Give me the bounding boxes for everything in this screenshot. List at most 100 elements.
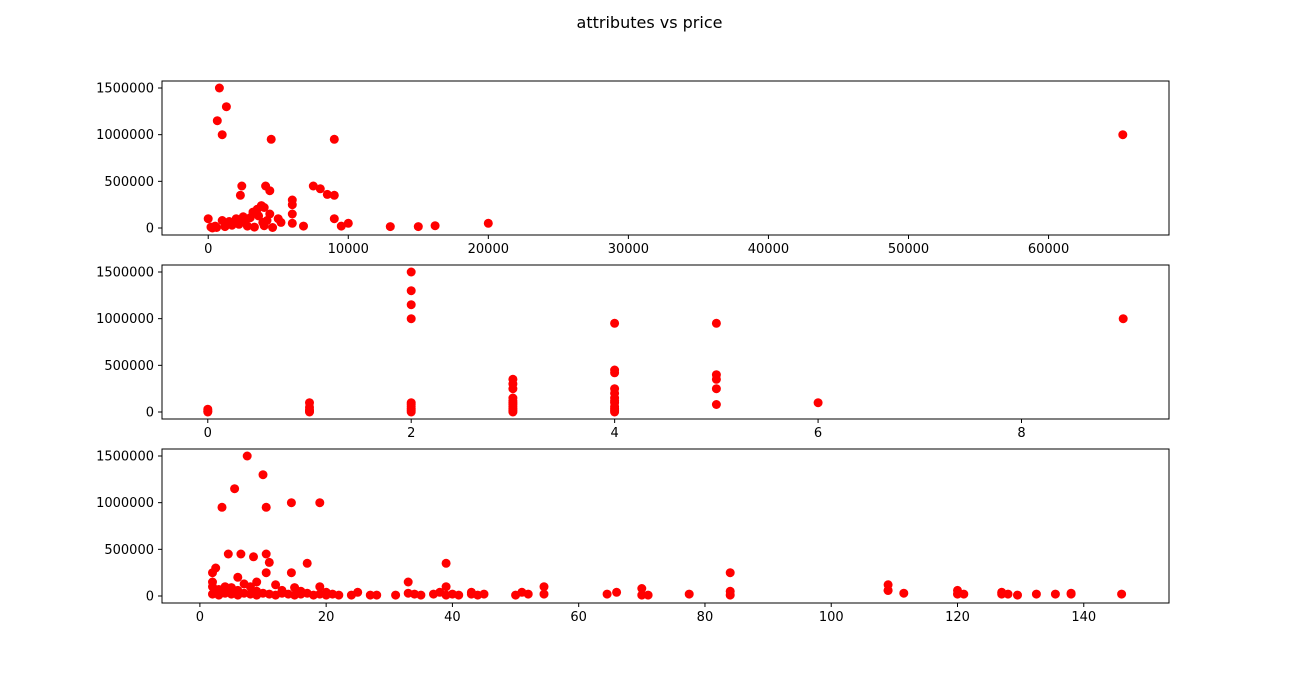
data-point <box>899 588 909 598</box>
data-point <box>711 400 721 409</box>
data-point <box>441 558 451 568</box>
data-point <box>329 190 339 200</box>
x-tick-label: 20 <box>318 610 335 625</box>
data-point <box>1118 130 1128 140</box>
data-point <box>711 374 721 384</box>
data-point <box>334 590 344 600</box>
data-point <box>365 590 375 600</box>
data-point <box>643 590 653 600</box>
data-point <box>315 184 325 194</box>
x-tick-label: 4 <box>611 426 619 441</box>
data-point <box>711 384 721 394</box>
data-point <box>261 549 271 559</box>
data-point <box>329 214 339 224</box>
data-point <box>264 557 274 567</box>
data-point <box>286 568 296 578</box>
data-point <box>508 384 518 394</box>
data-point <box>406 300 416 310</box>
data-point <box>429 589 438 599</box>
y-tick-label: 1500000 <box>96 82 154 97</box>
data-point <box>329 134 339 144</box>
data-point <box>203 214 213 224</box>
x-tick-label: 60 <box>570 610 587 625</box>
figure-title: attributes vs price <box>577 13 723 32</box>
data-point <box>1118 314 1128 324</box>
data-point <box>258 470 268 480</box>
axes-frame <box>161 80 1170 236</box>
data-point <box>997 589 1007 599</box>
data-point <box>287 218 297 228</box>
data-point <box>228 218 238 228</box>
x-tick-label: 140 <box>1071 610 1096 625</box>
data-point <box>1031 589 1041 599</box>
data-point <box>1003 589 1013 599</box>
data-point <box>610 407 620 417</box>
data-point <box>959 589 969 599</box>
data-point <box>220 222 230 232</box>
data-point <box>403 577 413 587</box>
data-point <box>684 589 694 599</box>
x-tick-label: 60000 <box>1028 242 1069 257</box>
data-point <box>259 203 269 212</box>
data-point <box>1117 589 1127 599</box>
data-point <box>305 406 314 416</box>
x-tick-label: 120 <box>945 610 970 625</box>
data-point <box>511 590 521 600</box>
data-point <box>315 498 325 508</box>
data-point <box>406 407 416 417</box>
x-tick-label: 50000 <box>888 242 929 257</box>
subplot-third-attribute-vs-price: 0 20 40 60 80 100 120 140 0 500000 1000000 1500000 <box>96 448 1170 625</box>
data-point <box>441 582 451 592</box>
x-tick-label: 100 <box>819 610 844 625</box>
data-point <box>233 572 243 582</box>
data-point <box>221 102 231 112</box>
x-tick-label: 8 <box>1017 426 1025 441</box>
data-point <box>336 221 346 231</box>
data-point <box>1050 589 1060 599</box>
x-tick-label: 2 <box>407 426 415 441</box>
data-point <box>413 222 423 232</box>
data-point <box>249 552 258 562</box>
data-point <box>637 584 647 593</box>
x-tick-label: 80 <box>697 610 714 625</box>
y-tick-label: 1000000 <box>96 312 154 327</box>
data-point <box>883 585 893 595</box>
data-point <box>308 181 318 191</box>
data-point <box>259 221 269 231</box>
data-point <box>406 286 416 296</box>
y-tick-label: 1000000 <box>96 496 154 511</box>
data-point <box>539 582 549 592</box>
data-point <box>271 580 281 590</box>
data-point <box>479 589 489 599</box>
data-point <box>612 587 622 597</box>
y-tick-label: 500000 <box>104 359 154 374</box>
data-point <box>430 221 440 231</box>
data-point <box>252 577 262 587</box>
y-tick-label: 1500000 <box>96 450 154 465</box>
data-point <box>322 189 332 199</box>
subplot-area-vs-price: 0 10000 20000 30000 40000 50000 60000 0 500000 10… <box>96 80 1170 257</box>
data-point <box>1013 590 1022 600</box>
x-tick-label: 30000 <box>608 242 649 257</box>
data-point <box>813 398 823 408</box>
data-point <box>286 498 296 508</box>
data-point <box>276 217 286 227</box>
y-tick-label: 0 <box>146 222 154 237</box>
data-point <box>203 407 213 417</box>
data-point <box>230 484 240 494</box>
data-point <box>343 218 353 228</box>
y-tick-label: 500000 <box>104 175 154 190</box>
data-point <box>406 314 416 324</box>
data-point <box>235 190 245 200</box>
data-point <box>372 590 382 600</box>
x-tick-label: 20000 <box>468 242 509 257</box>
data-point <box>523 589 533 599</box>
data-point <box>249 222 259 232</box>
x-tick-label: 40000 <box>748 242 789 257</box>
data-point <box>483 218 493 228</box>
data-point <box>610 318 620 328</box>
data-point <box>385 222 395 232</box>
data-point <box>287 200 297 210</box>
x-tick-label: 0 <box>196 610 204 625</box>
